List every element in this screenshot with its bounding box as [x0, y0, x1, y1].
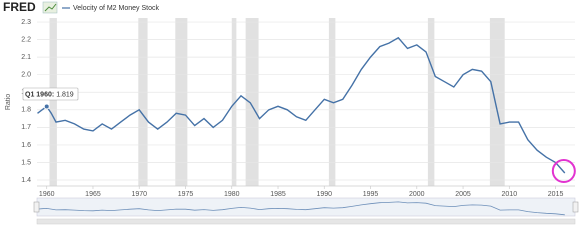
y-tick-label: 2.0 — [21, 72, 31, 79]
y-axis-label: Ratio — [5, 94, 12, 110]
data-line — [37, 36, 566, 174]
navigator-bg — [36, 197, 576, 217]
chart: FRED Velocity of M2 Money Stock Ratio 1.… — [3, 0, 579, 225]
recession-band — [138, 18, 148, 186]
x-tick-label: 2005 — [455, 191, 471, 198]
y-tick-label: 1.5 — [21, 159, 31, 166]
navigator-handle-right — [572, 201, 579, 213]
x-tick-label: 2000 — [409, 191, 425, 198]
y-tick-label: 2.2 — [21, 36, 31, 43]
tooltip-text: Q1 1960: 1.819 — [25, 91, 74, 98]
x-tick-label: 1970 — [131, 191, 147, 198]
scrollbar — [36, 218, 576, 225]
navigator-line — [37, 201, 565, 216]
y-tick-label: 1.6 — [21, 142, 31, 149]
x-tick-label: 1995 — [363, 191, 379, 198]
recession-band — [49, 18, 57, 186]
highlight-circle — [551, 159, 576, 184]
recession-band — [231, 18, 237, 186]
y-tick-label: 1.4 — [21, 177, 31, 184]
recession-band — [427, 18, 435, 186]
recession-band — [489, 18, 505, 186]
tooltip-value: 1.819 — [56, 91, 74, 98]
x-tick-label: 1975 — [178, 191, 194, 198]
tooltip-date: Q1 1960: — [25, 91, 54, 98]
tooltip-box — [22, 87, 79, 101]
y-tick-label: 1.8 — [21, 107, 31, 114]
x-tick-label: 1960 — [39, 191, 55, 198]
legend-label: Velocity of M2 Money Stock — [73, 5, 159, 12]
logo-icon-line — [44, 3, 57, 12]
recession-band — [245, 18, 259, 186]
y-tick-label: 2.1 — [21, 54, 31, 61]
y-tick-label: 2.3 — [21, 19, 31, 26]
x-tick-label: 2015 — [548, 191, 564, 198]
navigator-handle-left — [33, 201, 40, 213]
logo: FRED — [3, 0, 36, 14]
x-tick-label: 1985 — [270, 191, 286, 198]
y-tick-label: 1.7 — [21, 124, 31, 131]
x-tick-label: 1990 — [316, 191, 332, 198]
x-tick-label: 1965 — [85, 191, 101, 198]
hover-point — [43, 103, 50, 110]
x-tick-label: 2010 — [502, 191, 518, 198]
recession-band — [175, 18, 188, 186]
x-tick-label: 1980 — [224, 191, 240, 198]
